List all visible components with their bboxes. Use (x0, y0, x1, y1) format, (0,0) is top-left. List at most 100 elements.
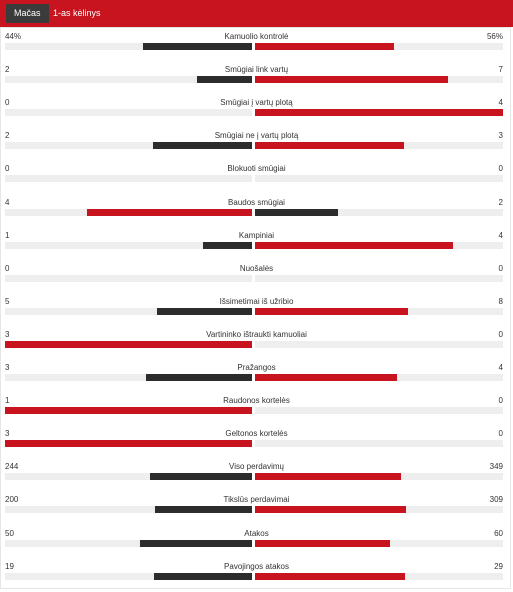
home-bar-track (5, 109, 252, 116)
away-bar (255, 308, 408, 315)
stat-row: 3 Pražangos 4 (0, 363, 513, 393)
away-bar-track (255, 142, 503, 149)
home-bar (143, 43, 252, 50)
home-bar-track (5, 506, 252, 513)
home-value: 3 (5, 363, 10, 372)
stat-name: Viso perdavimų (229, 462, 284, 471)
home-value: 50 (5, 529, 14, 538)
away-value: 0 (498, 164, 503, 173)
stat-row: 2 Smūgiai ne į vartų plotą 3 (0, 131, 513, 161)
away-bar-track (255, 308, 503, 315)
away-bar (255, 242, 454, 249)
stat-row: 19 Pavojingos atakos 29 (0, 562, 513, 592)
away-value: 3 (498, 131, 503, 140)
home-value: 0 (5, 264, 10, 273)
home-bar (153, 142, 252, 149)
away-value: 4 (498, 231, 503, 240)
away-bar-track (255, 341, 503, 348)
away-value: 0 (498, 396, 503, 405)
away-value: 0 (498, 330, 503, 339)
home-value: 3 (5, 330, 10, 339)
away-value: 60 (494, 529, 503, 538)
home-bar (139, 540, 252, 547)
stat-row: 0 Nuošalės 0 (0, 264, 513, 294)
away-bar (255, 473, 401, 480)
home-bar-track (5, 209, 252, 216)
stat-row: 3 Vartininko ištraukti kamuoliai 0 (0, 330, 513, 360)
away-value: 7 (498, 65, 503, 74)
home-value: 5 (5, 297, 10, 306)
home-value: 0 (5, 98, 10, 107)
home-bar (150, 473, 252, 480)
stat-row: 244 Viso perdavimų 349 (0, 462, 513, 492)
stat-name: Raudonos kortelės (223, 396, 290, 405)
stats-panel (0, 27, 511, 589)
stat-name: Pražangos (237, 363, 276, 372)
stat-name: Kampiniai (238, 231, 275, 240)
stat-name: Baudos smūgiai (228, 198, 285, 207)
home-bar-track (5, 440, 252, 447)
stat-row: 4 Baudos smūgiai 2 (0, 198, 513, 228)
stat-row: 44% Kamuolio kontrolė 56% (0, 32, 513, 62)
home-value: 44% (5, 32, 22, 41)
tab-first-half[interactable]: 1-as kėlinys (53, 8, 101, 18)
home-bar (5, 407, 252, 414)
stat-row: 1 Kampiniai 4 (0, 231, 513, 261)
away-value: 29 (494, 562, 503, 571)
away-bar (255, 506, 406, 513)
away-bar-track (255, 506, 503, 513)
away-bar-track (255, 76, 503, 83)
away-value: 0 (498, 264, 503, 273)
away-bar (255, 76, 448, 83)
away-value: 309 (489, 495, 503, 504)
away-bar-track (255, 275, 503, 282)
stat-name: Smūgiai link vartų (224, 65, 289, 74)
home-bar (157, 308, 252, 315)
home-value: 1 (5, 231, 10, 240)
stat-row: 1 Raudonos kortelės 0 (0, 396, 513, 426)
home-value: 3 (5, 429, 10, 438)
away-bar-track (255, 175, 503, 182)
stat-row: 200 Tikslūs perdavimai 309 (0, 495, 513, 525)
home-bar-track (5, 142, 252, 149)
away-bar (255, 573, 405, 580)
stat-name: Vartininko ištraukti kamuoliai (206, 330, 307, 339)
home-value: 1 (5, 396, 10, 405)
away-bar-track (255, 374, 503, 381)
stat-name: Smūgiai ne į vartų plotą (214, 131, 299, 140)
stat-row: 50 Atakos 60 (0, 529, 513, 559)
home-bar-track (5, 407, 252, 414)
away-bar-track (255, 473, 503, 480)
home-bar-track (5, 175, 252, 182)
away-value: 0 (498, 429, 503, 438)
home-bar-track (5, 275, 252, 282)
home-bar (197, 76, 252, 83)
stat-row: 3 Geltonos kortelės 0 (0, 429, 513, 459)
stat-row: 0 Smūgiai į vartų plotą 4 (0, 98, 513, 128)
tab-match[interactable]: Mačas (6, 4, 49, 23)
home-value: 200 (5, 495, 19, 504)
away-bar-track (255, 43, 503, 50)
away-bar (255, 540, 391, 547)
stat-name: Blokuoti smūgiai (227, 164, 286, 173)
away-value: 4 (498, 363, 503, 372)
away-value: 4 (498, 98, 503, 107)
home-bar (202, 242, 252, 249)
home-bar (146, 374, 252, 381)
stat-name: Atakos (244, 529, 269, 538)
home-bar (5, 341, 252, 348)
stat-name: Smūgiai į vartų plotą (220, 98, 293, 107)
home-bar-track (5, 43, 252, 50)
away-bar (255, 109, 503, 116)
away-bar-track (255, 242, 503, 249)
away-bar-track (255, 109, 503, 116)
stat-row: 2 Smūgiai link vartų 7 (0, 65, 513, 95)
home-value: 244 (5, 462, 19, 471)
home-bar (87, 209, 252, 216)
away-bar-track (255, 440, 503, 447)
away-value: 349 (489, 462, 503, 471)
tab-bar: Mačas 1-as kėlinys (0, 0, 513, 27)
home-bar (5, 440, 252, 447)
stat-name: Geltonos kortelės (225, 429, 288, 438)
home-value: 2 (5, 65, 10, 74)
